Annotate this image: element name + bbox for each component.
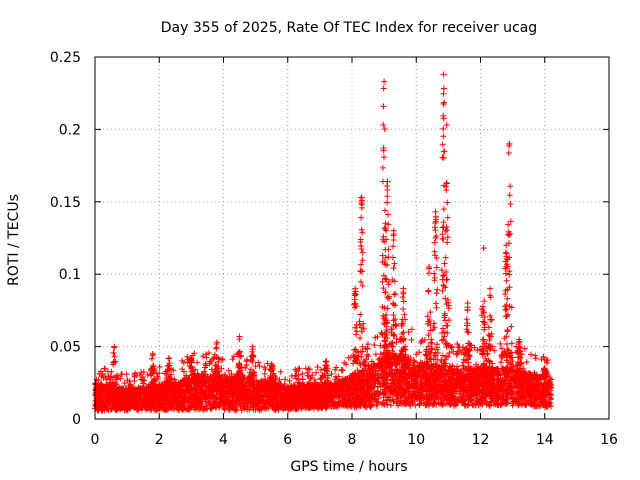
data-point bbox=[387, 402, 394, 409]
data-point bbox=[412, 402, 419, 409]
data-point bbox=[373, 402, 380, 409]
data-point bbox=[487, 402, 494, 409]
data-points bbox=[92, 71, 555, 414]
grid-lines bbox=[95, 57, 609, 419]
data-point bbox=[246, 406, 253, 413]
